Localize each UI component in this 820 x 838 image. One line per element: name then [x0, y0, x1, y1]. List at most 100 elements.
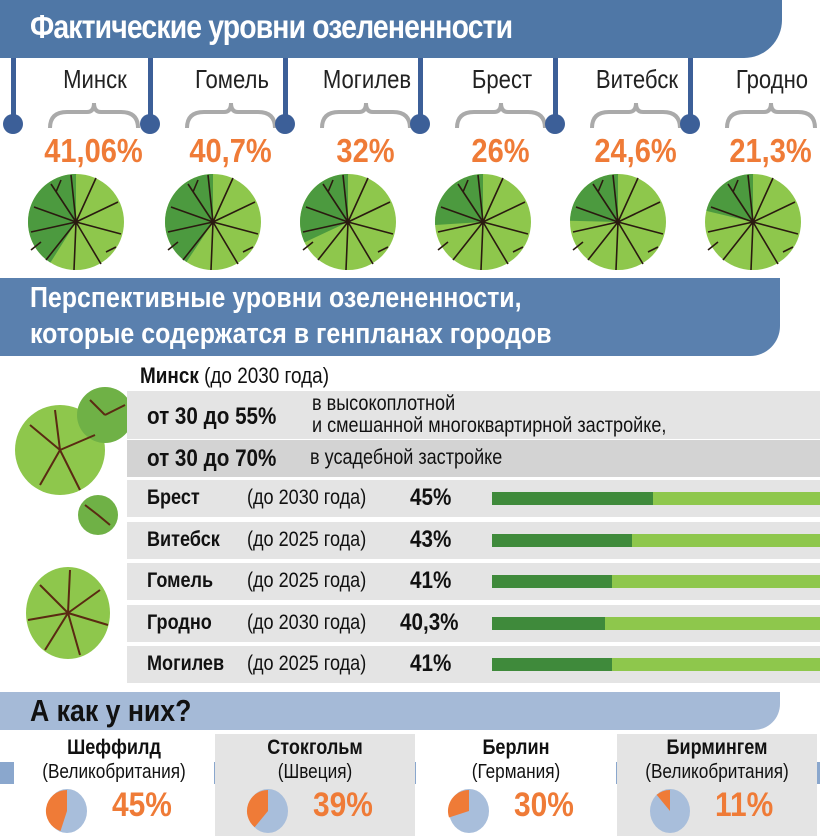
city-percent: 21,3%: [729, 132, 812, 169]
planned-percent: 41%: [410, 567, 452, 594]
connector-dot: [275, 114, 295, 134]
section-header-planned: Перспективные уровни озелененности, кото…: [0, 278, 780, 356]
city-percent: 24,6%: [594, 132, 677, 169]
planned-bar-fill: [492, 533, 633, 547]
planned-city: Могилев: [147, 652, 225, 675]
minsk-row-1: от 30 до 55% в высокоплотной и смешанной…: [127, 391, 820, 439]
planned-city: Гродно: [147, 610, 212, 634]
card-city: Шеффилд: [67, 736, 161, 759]
tree-cluster-icon: [15, 387, 130, 535]
tree-icon: [26, 567, 110, 659]
city-percent: 40,7%: [189, 132, 272, 169]
minsk-desc-2: в усадебной застройке: [310, 446, 503, 469]
card-country: (Великобритания): [42, 761, 186, 783]
brace-icon: [590, 102, 682, 129]
planned-bar-fill: [492, 492, 654, 505]
minsk-desc-1b: и смешанной многоквартирной застройке,: [312, 414, 667, 437]
planned-period: (до 2030 года): [247, 486, 367, 509]
brace-icon: [48, 102, 140, 129]
planned-bar: [492, 658, 820, 671]
tree-pie-1: [165, 174, 261, 271]
city-name: Могилев: [322, 64, 412, 94]
tree-pie-4: [570, 174, 666, 271]
city-name: Гродно: [735, 64, 809, 94]
planned-period: (до 2025 года): [247, 527, 367, 551]
card-country: (Швеция): [277, 761, 353, 783]
city-name: Минск: [63, 64, 127, 94]
city-name: Витебск: [595, 64, 679, 94]
section-header-comparison: А как у них?: [0, 692, 780, 730]
city-name: Брест: [471, 64, 533, 94]
connector-dot: [3, 114, 23, 134]
pie-chart: [650, 789, 690, 833]
minsk-range-1: от 30 до 55%: [147, 403, 277, 430]
pie-chart: [45, 789, 87, 833]
card-city: Берлин: [482, 736, 550, 759]
connector-dot: [140, 114, 160, 134]
planned-bar-fill: [492, 658, 613, 671]
connector-line: [148, 58, 153, 122]
card-country: (Германия): [471, 761, 561, 783]
planned-period: (до 2025 года): [247, 569, 367, 592]
city-percent: 41,06%: [44, 132, 143, 169]
minsk-heading: Минск (до 2030 года): [140, 363, 329, 389]
brace-icon: [185, 102, 277, 129]
card-percent: 30%: [514, 786, 574, 824]
city-percent: 32%: [336, 132, 395, 169]
minsk-row-2: от 30 до 70% в усадебной застройке: [127, 440, 820, 477]
brace-icon: [725, 102, 817, 129]
planned-city: Гомель: [147, 569, 214, 592]
planned-period: (до 2025 года): [247, 652, 367, 675]
section-title: Фактические уровни озелененности: [30, 8, 513, 45]
card-city: Бирмингем: [666, 736, 768, 759]
pie-slice: [656, 789, 670, 811]
connector-dot: [680, 114, 700, 134]
connector-line: [553, 58, 558, 122]
city-card: [617, 734, 817, 836]
card-percent: 11%: [715, 786, 774, 824]
connector-dot: [545, 114, 565, 134]
brace-icon: [455, 102, 547, 129]
brace-icon: [320, 102, 412, 129]
planned-period: (до 2030 года): [247, 610, 367, 634]
city-name: Гомель: [195, 64, 269, 94]
pie-chart: [447, 789, 489, 833]
tree-pie-2: [300, 174, 396, 271]
minsk-city: Минск: [140, 363, 199, 388]
connector-dot: [410, 114, 430, 134]
planned-bar-fill: [492, 575, 613, 588]
connector-line: [688, 58, 693, 122]
planned-bar: [492, 616, 820, 630]
connector-line: [283, 58, 288, 122]
planned-bar: [492, 492, 820, 505]
card-percent: 45%: [112, 786, 172, 824]
tree-pie-0: [28, 174, 124, 271]
planned-bar-fill: [492, 616, 605, 630]
section-title-line1: Перспективные уровни озелененности,: [30, 282, 522, 314]
city-card: [215, 734, 415, 836]
connector-line: [11, 58, 16, 122]
minsk-range-2: от 30 до 70%: [147, 445, 277, 472]
planned-bar: [492, 533, 820, 547]
planned-city: Витебск: [147, 527, 220, 551]
tree-pie-5: [705, 174, 801, 271]
card-country: (Великобритания): [645, 761, 789, 783]
planned-city: Брест: [147, 486, 200, 509]
planned-row: Гродно (до 2030 года) 40,3%: [127, 604, 820, 642]
planned-bar: [492, 575, 820, 588]
card-percent: 39%: [313, 786, 373, 824]
connector-line: [418, 58, 423, 122]
minsk-desc-1a: в высокоплотной: [312, 392, 456, 415]
planned-percent: 41%: [410, 650, 452, 677]
city-card: [416, 734, 616, 836]
pie-slice: [246, 789, 268, 828]
pie-slice: [447, 790, 469, 818]
city-card: [14, 734, 214, 836]
section-title-line2: которые содержатся в генпланах городов: [30, 318, 552, 350]
city-percent: 26%: [471, 132, 530, 169]
planned-percent: 40,3%: [400, 608, 459, 636]
section-title: А как у них?: [30, 693, 192, 728]
card-city: Стокгольм: [267, 736, 363, 759]
planned-percent: 45%: [410, 484, 452, 511]
planned-percent: 43%: [410, 525, 452, 553]
